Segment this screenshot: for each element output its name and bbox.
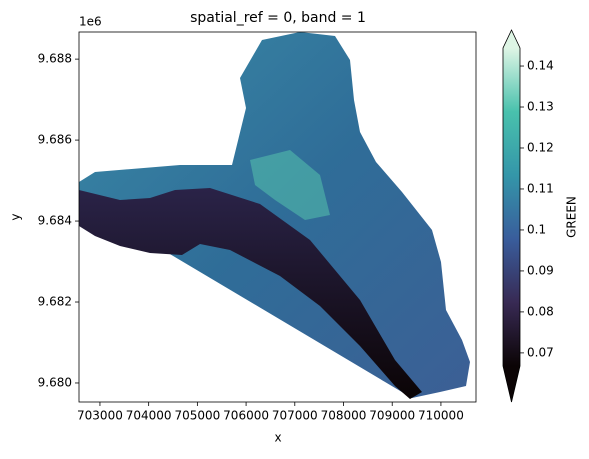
y-tick-label: 9.688 [38,52,72,66]
x-tick-label: 708000 [321,409,367,423]
x-axis-label: x [274,431,281,445]
x-tick-label: 704000 [126,409,172,423]
x-tick-label: 703000 [77,409,123,423]
colorbar-tick-label: 0.13 [527,100,554,114]
x-tick-label: 707000 [272,409,318,423]
raster-highlight [250,150,330,220]
colorbar-tick-label: 0.08 [527,304,554,318]
colorbar-extend-top [503,30,520,48]
colorbar-tick-label: 0.09 [527,263,554,277]
y-tick-label: 9.682 [38,295,72,309]
colorbar-tick-label: 0.07 [527,345,554,359]
y-tick-label: 9.684 [38,214,72,228]
colorbar-extend-bottom [503,366,520,402]
colorbar-outline [502,29,521,403]
colorbar-body [503,48,520,366]
x-tick-label: 705000 [174,409,220,423]
colorbar-tick-label: 0.11 [527,181,554,195]
y-offset-label: 1e6 [79,15,102,29]
colorbar [502,29,521,403]
colorbar-tick-label: 0.14 [527,59,554,73]
x-tick-label: 709000 [369,409,415,423]
plot-frame [78,31,477,403]
y-tick-label: 9.686 [38,133,72,147]
colorbar-label: GREEN [565,196,579,238]
raster-coast [79,188,422,399]
x-tick-label: 706000 [223,409,269,423]
raster [79,32,470,399]
y-tick-label: 9.680 [38,375,72,389]
colorbar-tick-label: 0.1 [527,222,546,236]
x-tick-label: 710000 [418,409,464,423]
colorbar-tick-label: 0.12 [527,140,554,154]
chart-title: spatial_ref = 0, band = 1 [190,10,366,26]
y-axis-label: y [9,213,23,220]
